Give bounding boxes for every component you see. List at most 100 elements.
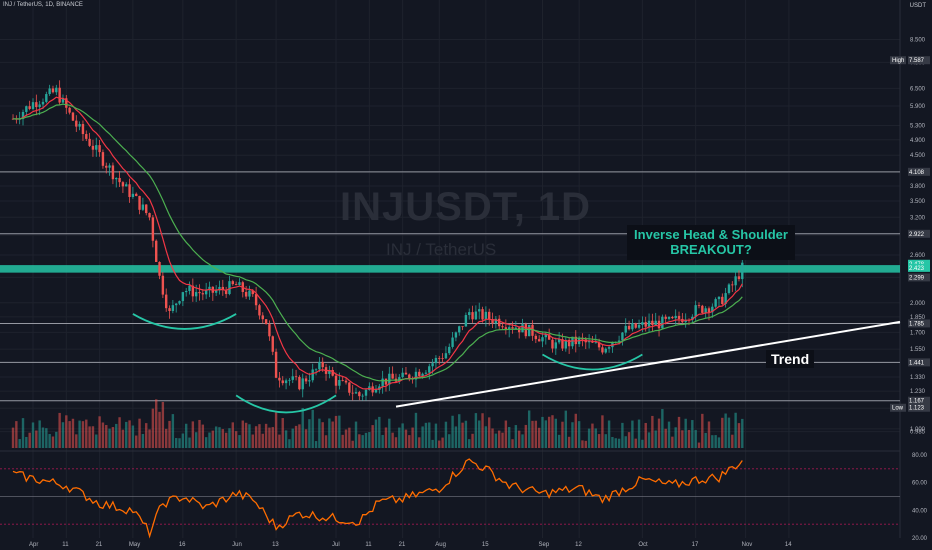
candle-body[interactable] [711, 306, 714, 313]
candle-body[interactable] [188, 285, 191, 291]
candle-body[interactable] [641, 322, 644, 325]
candle-body[interactable] [418, 371, 421, 376]
candle-body[interactable] [654, 320, 657, 325]
candle-body[interactable] [624, 325, 627, 333]
candle-body[interactable] [51, 88, 55, 93]
trendline[interactable] [395, 320, 901, 408]
candle-body[interactable] [228, 281, 231, 295]
breakout-zone[interactable] [0, 265, 900, 273]
candle-body[interactable] [184, 290, 188, 293]
candle-body[interactable] [125, 184, 128, 187]
candle-body[interactable] [198, 292, 201, 294]
candle-body[interactable] [601, 347, 604, 353]
candle-body[interactable] [551, 339, 554, 349]
axis-price-badge[interactable] [908, 167, 930, 176]
candle-body[interactable] [151, 217, 155, 241]
pattern-arc-right-shoulder[interactable] [542, 353, 643, 371]
candle-body[interactable] [691, 316, 694, 320]
candle-body[interactable] [527, 324, 531, 337]
candle-body[interactable] [181, 292, 185, 302]
candle-body[interactable] [178, 301, 181, 304]
candle-body[interactable] [81, 124, 85, 135]
candle-body[interactable] [201, 293, 205, 295]
candle-body[interactable] [471, 312, 474, 320]
candle-body[interactable] [707, 308, 711, 313]
candle-body[interactable] [627, 325, 631, 330]
candle-body[interactable] [65, 98, 68, 108]
candle-body[interactable] [311, 369, 314, 381]
candle-body[interactable] [155, 240, 158, 262]
candle-body[interactable] [145, 204, 148, 214]
candle-body[interactable] [165, 294, 168, 309]
candle-body[interactable] [334, 375, 338, 386]
candle-body[interactable] [174, 303, 178, 306]
candle-body[interactable] [441, 358, 444, 359]
candle-body[interactable] [251, 290, 254, 295]
candle-body[interactable] [507, 327, 511, 330]
ema-fast-line[interactable] [12, 96, 743, 391]
candle-body[interactable] [291, 376, 294, 380]
axis-price-badge[interactable] [908, 259, 930, 268]
candle-body[interactable] [21, 111, 25, 119]
candle-body[interactable] [284, 380, 288, 384]
pattern-annotation[interactable]: Inverse Head & Shoulder BREAKOUT? [627, 225, 795, 260]
ema-slow-line[interactable] [13, 103, 743, 382]
candle-body[interactable] [724, 293, 727, 304]
candle-body[interactable] [647, 320, 651, 327]
candle-body[interactable] [381, 378, 384, 387]
candle-body[interactable] [424, 372, 428, 374]
candle-body[interactable] [35, 102, 38, 108]
candle-body[interactable] [561, 339, 564, 349]
candle-body[interactable] [261, 315, 264, 320]
candle-body[interactable] [587, 340, 591, 343]
candle-body[interactable] [541, 337, 544, 342]
candle-body[interactable] [531, 324, 534, 336]
candle-body[interactable] [631, 323, 634, 330]
candle-body[interactable] [358, 392, 361, 397]
candle-body[interactable] [128, 184, 131, 198]
candle-body[interactable] [574, 336, 577, 345]
candle-body[interactable] [514, 327, 518, 329]
candle-body[interactable] [341, 379, 344, 381]
candle-body[interactable] [404, 372, 408, 375]
candle-body[interactable] [281, 380, 284, 384]
candle-body[interactable] [557, 339, 561, 343]
candle-body[interactable] [71, 112, 75, 121]
candle-body[interactable] [607, 347, 611, 349]
candle-body[interactable] [148, 213, 151, 218]
candle-body[interactable] [431, 363, 434, 367]
candle-body[interactable] [121, 182, 125, 187]
axis-price-badge[interactable] [908, 263, 930, 272]
axis-price-badge[interactable] [908, 358, 930, 367]
candle-body[interactable] [421, 373, 424, 376]
candle-body[interactable] [677, 315, 681, 319]
candle-body[interactable] [204, 290, 208, 295]
candle-body[interactable] [88, 138, 91, 146]
candle-body[interactable] [278, 377, 281, 381]
candle-body[interactable] [458, 326, 461, 333]
candle-body[interactable] [268, 324, 271, 337]
candle-body[interactable] [444, 353, 448, 359]
candle-body[interactable] [351, 392, 354, 394]
candle-body[interactable] [481, 309, 484, 320]
candle-body[interactable] [594, 342, 597, 344]
candle-body[interactable] [701, 305, 704, 313]
candle-body[interactable] [488, 311, 491, 320]
candle-body[interactable] [567, 339, 571, 347]
axis-price-badge[interactable] [908, 56, 930, 65]
candle-body[interactable] [218, 286, 221, 291]
candle-body[interactable] [58, 87, 61, 103]
candle-body[interactable] [414, 371, 418, 380]
candle-body[interactable] [564, 339, 567, 349]
currency-label[interactable]: USDT [909, 3, 926, 9]
pattern-arc-head[interactable] [235, 394, 337, 414]
candle-body[interactable] [491, 319, 494, 324]
candle-body[interactable] [348, 382, 351, 393]
candle-body[interactable] [308, 380, 311, 382]
candle-body[interactable] [221, 286, 225, 290]
candle-body[interactable] [248, 290, 251, 297]
candle-body[interactable] [111, 165, 115, 180]
axis-price-badge[interactable] [908, 396, 930, 405]
trend-annotation[interactable]: Trend [766, 350, 815, 368]
candle-body[interactable] [511, 327, 514, 329]
